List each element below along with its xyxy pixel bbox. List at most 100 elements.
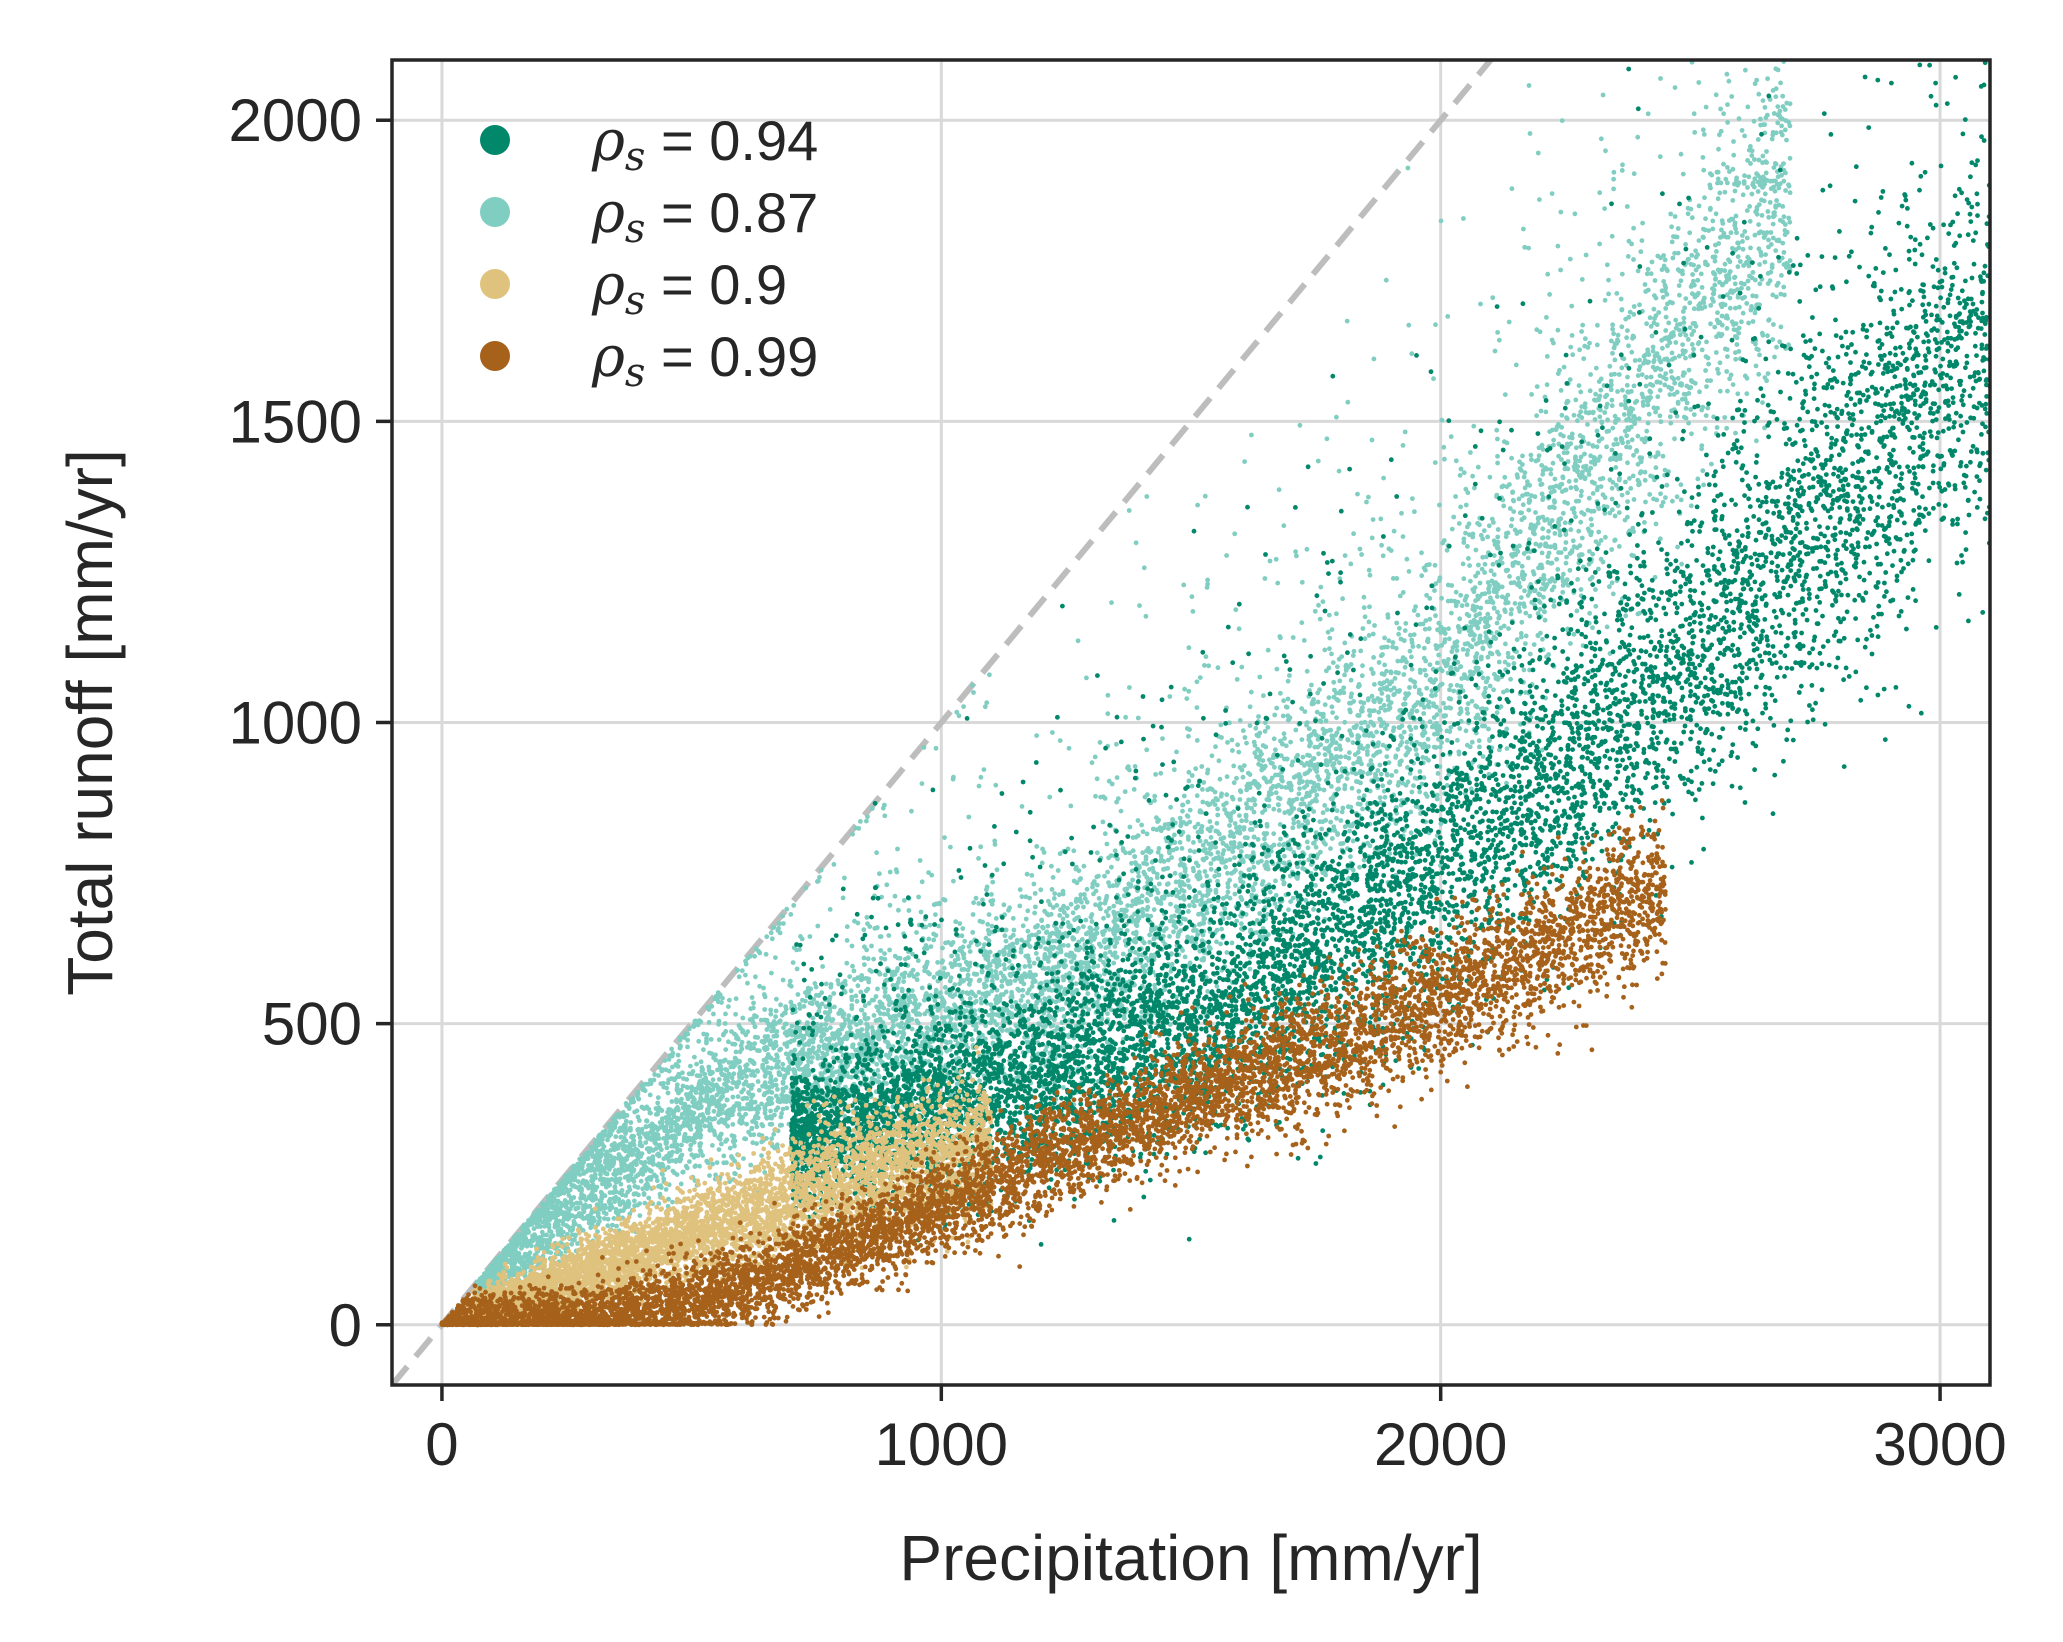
data-point	[1528, 452, 1534, 458]
data-point	[1681, 315, 1687, 321]
data-point	[1725, 120, 1730, 125]
data-point	[1311, 907, 1316, 912]
data-point	[1573, 478, 1579, 483]
data-point	[1666, 320, 1672, 326]
data-point	[1171, 923, 1177, 928]
data-point	[692, 1054, 697, 1060]
data-point	[1560, 510, 1566, 516]
data-point	[736, 1023, 742, 1028]
data-point	[773, 1008, 779, 1014]
data-point	[1670, 498, 1675, 504]
data-point	[1447, 636, 1452, 642]
data-point	[894, 1055, 899, 1060]
data-point	[993, 782, 999, 788]
data-point	[1320, 599, 1326, 605]
data-point	[1783, 188, 1788, 193]
data-point	[1529, 457, 1534, 463]
data-point	[1325, 629, 1331, 635]
data-point	[1755, 189, 1761, 194]
data-point	[1099, 985, 1105, 991]
data-point	[700, 1153, 705, 1158]
data-point	[1309, 682, 1314, 688]
data-point	[1552, 499, 1557, 505]
data-point	[670, 1199, 675, 1205]
data-point	[795, 992, 801, 997]
data-point	[875, 1068, 881, 1073]
data-point	[1570, 352, 1576, 358]
data-point	[1407, 648, 1413, 654]
data-point	[1049, 887, 1055, 892]
data-point	[1265, 647, 1271, 653]
data-point	[1674, 494, 1680, 500]
data-point	[1356, 788, 1362, 794]
data-point	[1187, 903, 1192, 908]
data-point	[1507, 574, 1512, 579]
data-point	[1492, 348, 1498, 354]
data-point	[1475, 665, 1481, 671]
data-point	[1222, 906, 1227, 912]
data-point	[1634, 448, 1639, 453]
data-point	[714, 1160, 720, 1165]
data-point	[1609, 447, 1615, 453]
data-point	[1300, 865, 1305, 871]
data-point	[1158, 770, 1164, 776]
data-point	[1478, 301, 1483, 307]
data-point	[1017, 887, 1023, 892]
data-point	[1577, 347, 1582, 353]
data-point	[1698, 271, 1704, 277]
data-point	[1564, 577, 1570, 583]
data-point	[666, 1107, 672, 1112]
data-point	[1773, 248, 1779, 254]
data-point	[1378, 771, 1384, 777]
data-point	[1304, 546, 1310, 552]
data-point	[1515, 575, 1521, 581]
data-point	[1218, 722, 1224, 728]
data-point	[1771, 322, 1776, 327]
data-point	[723, 1139, 728, 1144]
data-point	[1333, 740, 1339, 746]
data-point	[1578, 444, 1584, 449]
data-point	[1214, 983, 1220, 989]
data-point	[1224, 774, 1230, 780]
data-point	[1435, 771, 1441, 776]
data-point	[1290, 825, 1296, 831]
data-point	[1675, 399, 1681, 405]
data-point	[745, 980, 750, 986]
data-point	[1576, 528, 1582, 534]
data-point	[1668, 211, 1674, 217]
data-point	[1411, 783, 1416, 789]
data-point	[1269, 844, 1275, 850]
data-point	[1597, 241, 1602, 247]
data-point	[752, 1013, 757, 1018]
data-point	[1182, 686, 1187, 692]
data-point	[1291, 820, 1297, 826]
data-point	[759, 1153, 764, 1158]
data-point	[1400, 443, 1406, 448]
data-point	[1660, 499, 1666, 505]
data-point	[527, 1250, 533, 1256]
data-point	[1439, 417, 1445, 423]
data-point	[1712, 324, 1718, 330]
data-point	[1646, 411, 1652, 417]
data-point	[970, 682, 975, 688]
data-point	[1647, 388, 1653, 394]
data-point	[990, 898, 996, 903]
data-point	[1321, 787, 1327, 793]
data-point	[719, 1072, 725, 1078]
data-point	[794, 966, 800, 972]
data-point	[1677, 292, 1682, 298]
data-point	[748, 1162, 754, 1168]
data-point	[1274, 666, 1280, 672]
data-point	[1437, 708, 1443, 713]
data-point	[1538, 408, 1544, 414]
data-point	[1578, 389, 1584, 395]
data-point	[1703, 261, 1708, 267]
data-point	[670, 1064, 675, 1070]
data-point	[1438, 218, 1444, 224]
data-point	[1186, 909, 1191, 914]
data-point	[1669, 224, 1674, 230]
data-point	[1317, 687, 1322, 693]
data-point	[675, 1052, 681, 1058]
data-point	[1126, 508, 1132, 513]
data-point	[1186, 733, 1191, 739]
